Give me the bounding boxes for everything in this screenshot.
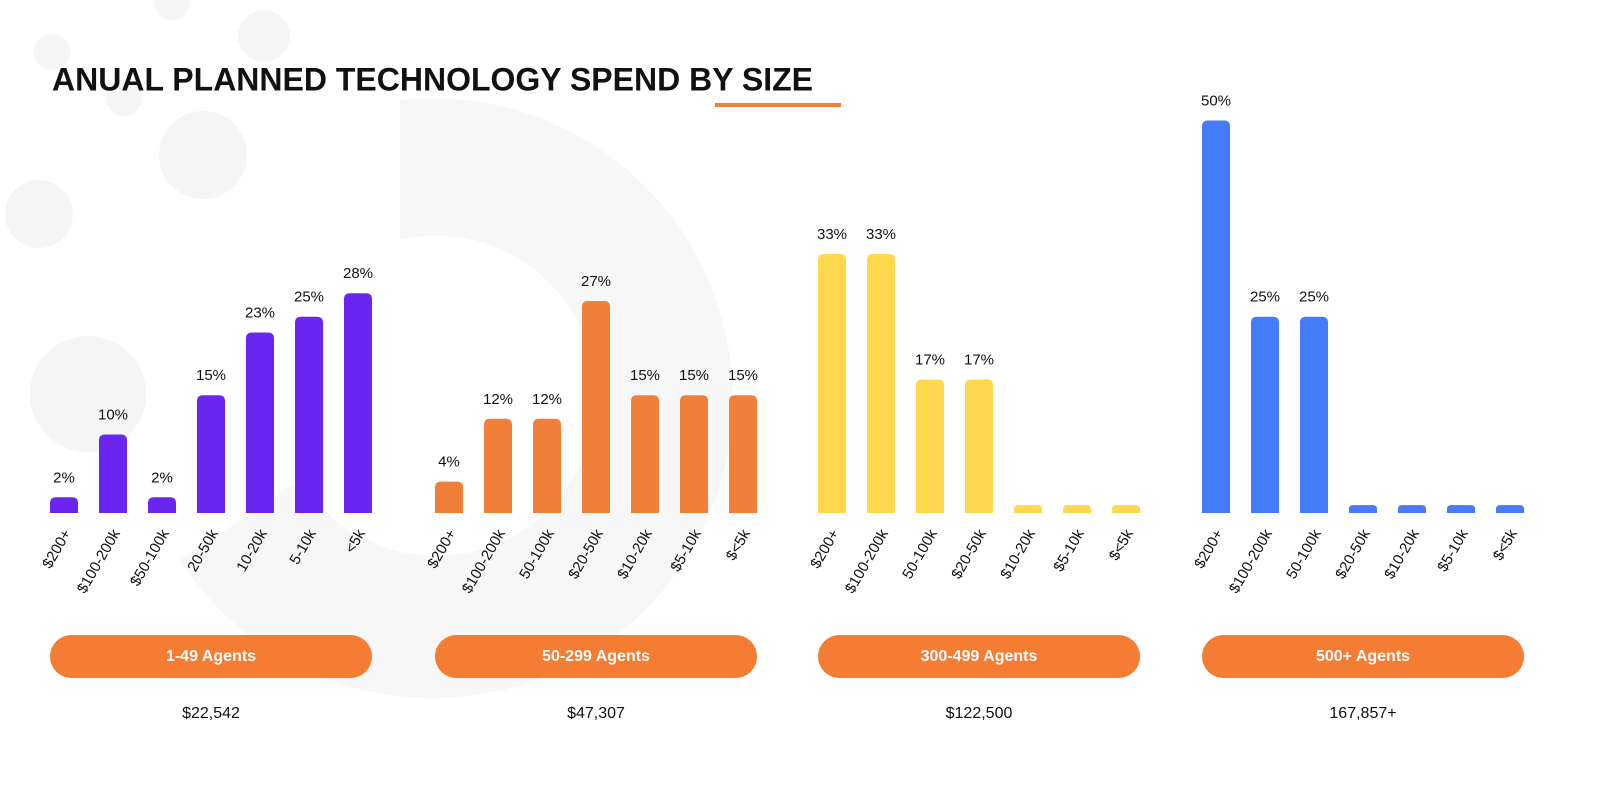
group-label: 500+ Agents bbox=[1316, 648, 1410, 665]
group-total: $22,542 bbox=[182, 705, 240, 722]
group-label: 300-499 Agents bbox=[921, 648, 1038, 665]
group-total: $122,500 bbox=[946, 705, 1013, 722]
category-label: 50-100k bbox=[899, 526, 941, 582]
page-title: ANUAL PLANNED TECHNOLOGY SPEND BY SIZE bbox=[52, 61, 813, 97]
bar bbox=[1398, 505, 1426, 513]
bar bbox=[582, 301, 610, 513]
group-pill bbox=[818, 635, 1140, 678]
group-total: $47,307 bbox=[567, 705, 625, 722]
bar bbox=[435, 481, 463, 513]
group-total: 167,857+ bbox=[1329, 705, 1396, 722]
bar bbox=[99, 434, 127, 513]
title-underline bbox=[715, 103, 841, 107]
value-label: 15% bbox=[679, 367, 709, 384]
category-label: $200+ bbox=[807, 526, 843, 571]
background-decor bbox=[5, 0, 733, 699]
bar bbox=[1349, 505, 1377, 513]
category-label: $<5k bbox=[723, 526, 754, 563]
bar bbox=[965, 379, 993, 513]
category-label: $5-10k bbox=[1050, 526, 1088, 575]
value-label: 17% bbox=[915, 352, 945, 369]
value-label: 33% bbox=[817, 226, 847, 243]
bar bbox=[148, 497, 176, 513]
bar bbox=[818, 253, 846, 513]
value-label: 2% bbox=[53, 469, 75, 486]
category-label: $10-20k bbox=[1381, 526, 1423, 582]
group-label: 50-299 Agents bbox=[542, 648, 650, 665]
bar bbox=[631, 395, 659, 513]
category-label: $20-50k bbox=[948, 526, 990, 582]
bar bbox=[197, 395, 225, 513]
bar bbox=[484, 418, 512, 513]
category-label: $5-10k bbox=[1434, 526, 1472, 575]
bar bbox=[1300, 316, 1328, 513]
category-label: $50-100k bbox=[127, 526, 173, 589]
value-label: 15% bbox=[630, 367, 660, 384]
bar bbox=[246, 332, 274, 513]
category-label: $200+ bbox=[39, 526, 75, 571]
bar bbox=[344, 293, 372, 513]
bar bbox=[1063, 505, 1091, 513]
value-label: 4% bbox=[438, 454, 460, 471]
bar bbox=[1202, 120, 1230, 513]
category-label: $20-50k bbox=[1332, 526, 1374, 582]
category-label: 50-100k bbox=[1283, 526, 1325, 582]
bar bbox=[1112, 505, 1140, 513]
bar bbox=[1447, 505, 1475, 513]
value-label: 28% bbox=[343, 265, 373, 282]
group-pill bbox=[435, 635, 757, 678]
value-label: 2% bbox=[151, 469, 173, 486]
value-label: 15% bbox=[196, 367, 226, 384]
group-label: 1-49 Agents bbox=[166, 648, 256, 665]
value-label: 33% bbox=[866, 226, 896, 243]
value-label: 50% bbox=[1201, 92, 1231, 109]
category-label: $10-20k bbox=[997, 526, 1039, 582]
value-label: 15% bbox=[728, 367, 758, 384]
value-label: 25% bbox=[1250, 289, 1280, 306]
value-label: 12% bbox=[483, 391, 513, 408]
bar bbox=[1014, 505, 1042, 513]
category-label: $100-200k bbox=[1226, 526, 1276, 596]
group-pill bbox=[1202, 635, 1524, 678]
bar bbox=[916, 379, 944, 513]
value-label: 25% bbox=[1299, 289, 1329, 306]
group-pill bbox=[50, 635, 372, 678]
value-label: 27% bbox=[581, 273, 611, 290]
bar bbox=[1496, 505, 1524, 513]
bar bbox=[867, 253, 895, 513]
bar bbox=[50, 497, 78, 513]
bar bbox=[533, 418, 561, 513]
category-label: $100-200k bbox=[74, 526, 124, 596]
category-label: $200+ bbox=[1191, 526, 1227, 571]
value-label: 23% bbox=[245, 304, 275, 321]
bar bbox=[680, 395, 708, 513]
value-label: 17% bbox=[964, 352, 994, 369]
bar bbox=[295, 316, 323, 513]
category-label: $<5k bbox=[1106, 526, 1137, 563]
category-label: $100-200k bbox=[842, 526, 892, 596]
value-label: 25% bbox=[294, 289, 324, 306]
bar bbox=[729, 395, 757, 513]
bar bbox=[1251, 316, 1279, 513]
category-label: $<5k bbox=[1490, 526, 1521, 563]
value-label: 10% bbox=[98, 406, 128, 423]
value-label: 12% bbox=[532, 391, 562, 408]
